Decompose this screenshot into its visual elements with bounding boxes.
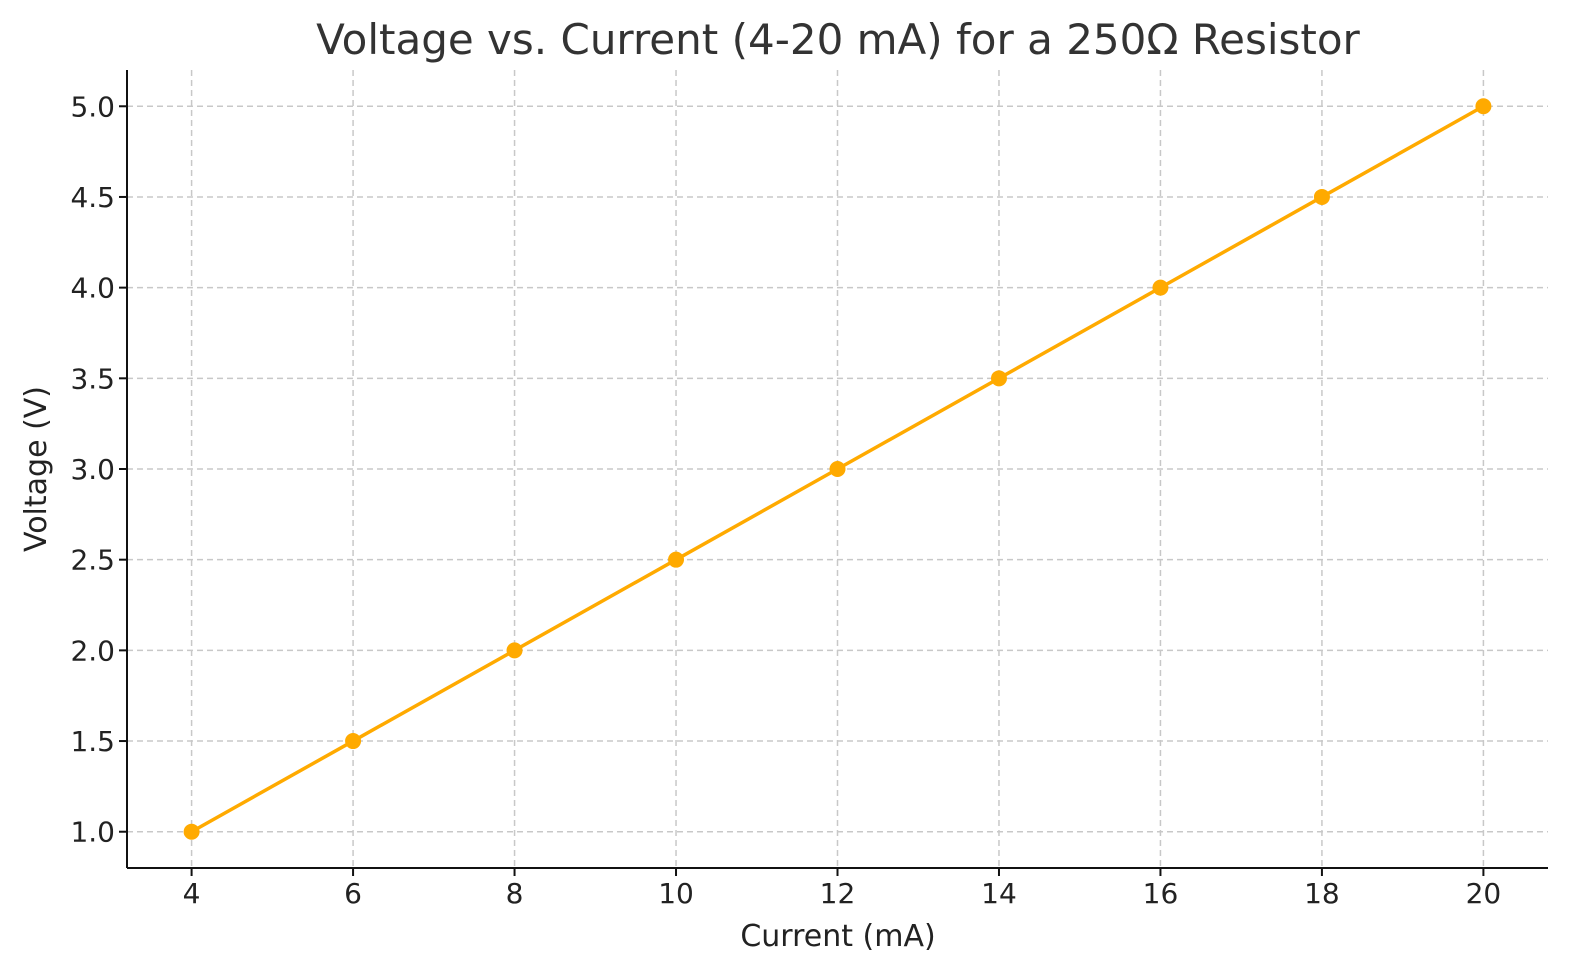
y-tick-label: 3.5	[70, 362, 115, 395]
x-tick-label: 16	[1143, 877, 1179, 910]
x-tick-label: 6	[344, 877, 362, 910]
data-point	[1313, 188, 1330, 205]
x-tick-label: 10	[658, 877, 694, 910]
x-tick-label: 8	[506, 877, 524, 910]
y-tick-label: 1.0	[70, 816, 115, 849]
data-point	[668, 551, 685, 568]
data-point	[183, 823, 200, 840]
data-point	[1475, 98, 1492, 115]
x-tick-label: 12	[820, 877, 856, 910]
y-tick-label: 4.5	[70, 181, 115, 214]
y-tick-label: 4.0	[70, 272, 115, 305]
series	[183, 98, 1492, 840]
x-tick-label: 18	[1304, 877, 1340, 910]
x-tick-label: 20	[1466, 877, 1502, 910]
y-tick-label: 1.5	[70, 725, 115, 758]
y-tick-label: 2.5	[70, 544, 115, 577]
y-tick-label: 3.0	[70, 453, 115, 486]
data-point	[829, 461, 846, 477]
data-point	[506, 642, 523, 659]
chart-title: Voltage vs. Current (4-20 mA) for a 250Ω…	[316, 15, 1360, 64]
x-tick-label: 4	[183, 877, 201, 910]
grid	[127, 70, 1548, 868]
data-point	[990, 370, 1007, 387]
y-axis-label: Voltage (V)	[19, 386, 54, 552]
data-point	[1152, 279, 1169, 296]
y-tick-label: 5.0	[70, 90, 115, 123]
ticks: 4 6 8 10 12 14 16 18 20 1.0 1.5 2.0 2.5 3.0 3.5 4.0 4.5 5…	[70, 90, 1501, 910]
x-axis-label: Current (mA)	[740, 919, 935, 954]
data-point	[345, 733, 362, 750]
x-tick-label: 14	[981, 877, 1017, 910]
y-tick-label: 2.0	[70, 634, 115, 667]
